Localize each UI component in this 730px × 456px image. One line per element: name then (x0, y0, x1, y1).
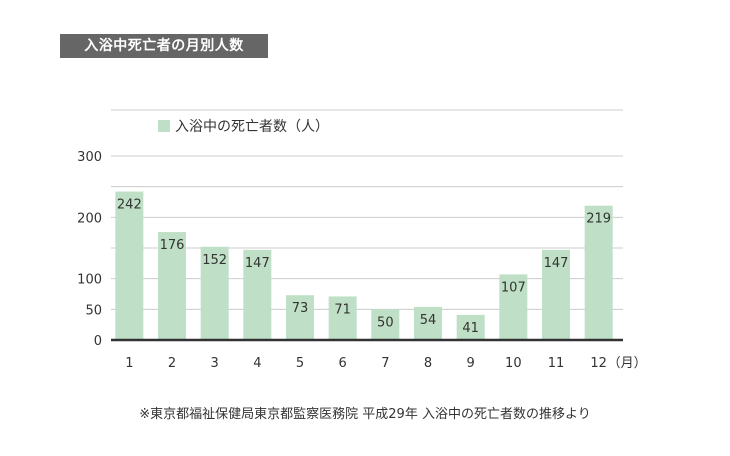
data-label: 219 (586, 212, 611, 227)
data-label: 176 (160, 238, 185, 253)
x-axis-unit: （月） (608, 356, 647, 371)
bar (115, 191, 144, 340)
y-tick-label: 50 (85, 303, 102, 318)
bar (456, 314, 485, 340)
bar (200, 246, 229, 340)
source-note: ※東京都福祉保健局東京都監察医務院 平成29年 入浴中の死亡者数の推移より (139, 407, 591, 422)
bar (286, 295, 314, 340)
data-label: 54 (420, 313, 437, 328)
bar (158, 232, 186, 340)
bar (243, 249, 272, 340)
x-tick-label: 7 (381, 356, 389, 371)
x-tick-label: 4 (253, 356, 261, 371)
chart-title: 入浴中死亡者の月別人数 (60, 34, 268, 58)
data-label: 152 (202, 253, 227, 268)
data-label: 50 (377, 315, 394, 330)
y-tick-label: 300 (77, 150, 102, 165)
x-tick-label: 5 (296, 356, 304, 371)
x-tick-label: 11 (548, 356, 565, 371)
legend-label: 入浴中の死亡者数（人） (175, 119, 329, 135)
bar (542, 249, 570, 340)
x-tick-label: 3 (211, 356, 219, 371)
y-tick-label: 100 (77, 273, 102, 288)
bar (499, 274, 528, 340)
data-label: 147 (544, 256, 569, 271)
x-tick-label: 10 (505, 356, 522, 371)
bar (371, 309, 400, 340)
bar (328, 296, 357, 340)
data-label: 71 (334, 302, 351, 317)
data-label: 107 (501, 280, 526, 295)
bar (414, 306, 442, 340)
data-label: 147 (245, 256, 270, 271)
data-label: 41 (462, 321, 479, 336)
data-label: 242 (117, 198, 142, 213)
y-tick-label: 200 (77, 211, 102, 226)
legend-swatch (158, 120, 170, 132)
x-tick-label: 9 (467, 356, 475, 371)
bar (584, 205, 613, 340)
x-tick-label: 6 (339, 356, 347, 371)
data-label: 73 (292, 301, 309, 316)
y-tick-label: 0 (94, 334, 102, 349)
x-tick-label: 1 (125, 356, 133, 371)
x-tick-label: 8 (424, 356, 432, 371)
x-tick-label: 2 (168, 356, 176, 371)
x-tick-label: 12 (590, 356, 607, 371)
